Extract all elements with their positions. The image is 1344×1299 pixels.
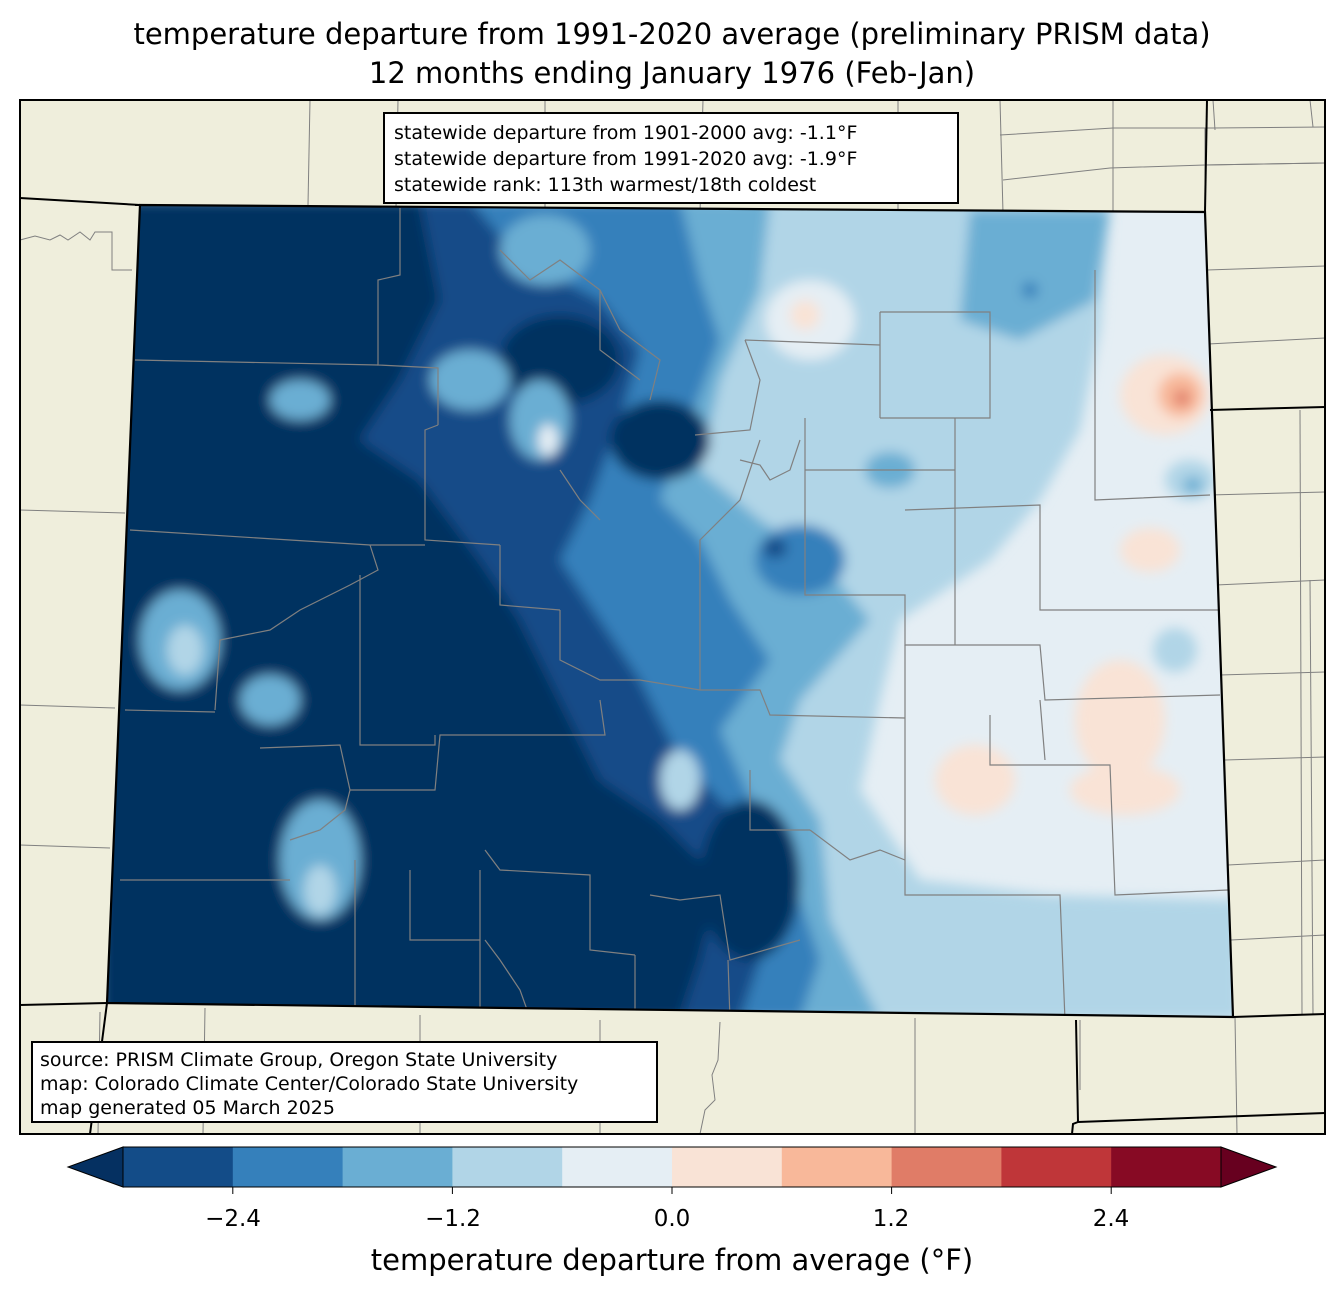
colorbar-segment: [891, 1147, 1002, 1187]
colorbar-label: temperature departure from average (°F): [370, 1243, 974, 1277]
colorbar: [66, 1146, 1278, 1194]
band-darkest-west: [107, 205, 720, 1017]
stats-line-rank: statewide rank: 113th warmest/18th colde…: [394, 174, 817, 196]
colorbar-tick-label: −2.4: [205, 1206, 261, 1232]
colorbar-segment: [452, 1147, 563, 1187]
colorbar-segment: [562, 1147, 673, 1187]
colorbar-segment: [672, 1147, 783, 1187]
colorbar-tick-label: 2.4: [1092, 1206, 1130, 1232]
colorbar-tick-label: 1.2: [872, 1206, 910, 1232]
colorbar-tick-label: 0.0: [653, 1206, 691, 1232]
colorado-county-lines: [120, 208, 1229, 1017]
colorbar-segment: [781, 1147, 893, 1187]
colorbar-tick-label: −1.2: [425, 1206, 481, 1232]
statewide-stats-box: statewide departure from 1901-2000 avg: …: [383, 112, 959, 204]
colorbar-extend-high: [1220, 1146, 1278, 1188]
source-line-map: map: Colorado Climate Center/Colorado St…: [40, 1073, 579, 1095]
stats-line-1991-2020: statewide departure from 1991-2020 avg: …: [394, 148, 858, 170]
source-line-prism: source: PRISM Climate Group, Oregon Stat…: [40, 1049, 558, 1071]
source-box: source: PRISM Climate Group, Oregon Stat…: [31, 1041, 658, 1123]
colorbar-segment: [123, 1147, 234, 1187]
map-title-line1: temperature departure from 1991-2020 ave…: [133, 17, 1211, 51]
stats-line-1901-2000: statewide departure from 1901-2000 avg: …: [394, 122, 858, 144]
band-blue-ne: [960, 210, 1110, 340]
colorbar-segment: [1111, 1147, 1222, 1187]
colorbar-segment: [342, 1147, 453, 1187]
colorbar-segment: [232, 1147, 344, 1187]
temperature-field: [107, 205, 1233, 1017]
colorbar-extend-low: [66, 1146, 124, 1188]
map-title-line2: 12 months ending January 1976 (Feb-Jan): [368, 56, 976, 90]
source-line-generated: map generated 05 March 2025: [40, 1097, 335, 1119]
colorbar-segment: [1001, 1147, 1112, 1187]
map-frame: [19, 99, 1326, 1135]
